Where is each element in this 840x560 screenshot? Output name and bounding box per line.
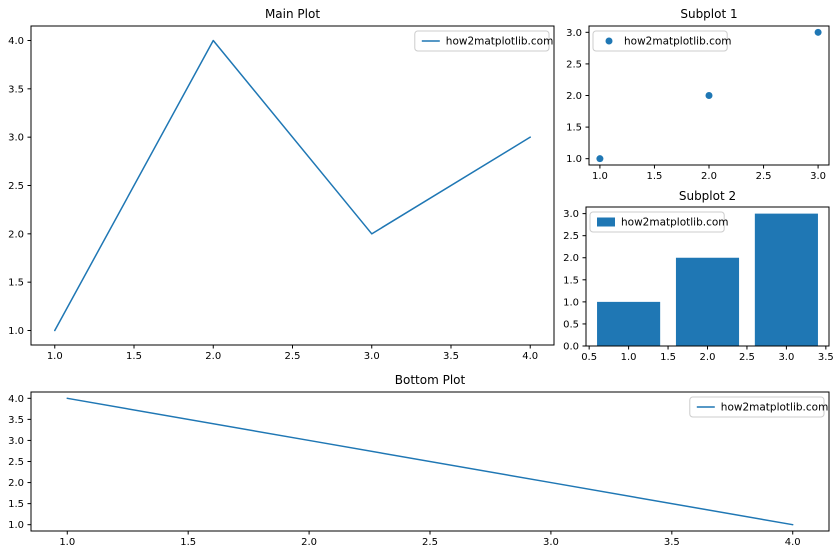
y-tick-label: 1.0: [8, 520, 24, 531]
y-tick-label: 4.0: [8, 36, 24, 47]
y-tick-label: 3.0: [8, 133, 24, 144]
main-plot-title: Main Plot: [264, 7, 321, 21]
y-tick-label: 2.5: [8, 181, 24, 192]
legend-rect-sample: [597, 217, 615, 227]
legend-box: [589, 211, 725, 233]
legend: how2matplotlib.com: [689, 396, 829, 418]
bottom-plot: 1.0 1.5 2.0 2.5 3.0 3.5 4.0 1.0 1.5 2.0 2.5 3.0 3.5 4…: [8, 391, 830, 548]
y-tick-label: 1.5: [566, 123, 582, 134]
y-tick-label: 1.5: [563, 275, 579, 286]
y-tick-label: 3.0: [563, 209, 579, 220]
y-tick-label: 2.5: [563, 231, 579, 242]
x-tick-label: 3.0: [543, 537, 559, 548]
scatter-point: [814, 28, 822, 36]
x-tick-label: 1.5: [180, 537, 196, 548]
y-tick-label: 2.0: [8, 229, 24, 240]
y-axis: 1.0 1.5 2.0 2.5 3.0 3.5 4.0: [8, 36, 31, 337]
x-tick-label: 3.0: [778, 352, 794, 363]
x-tick-label: 2.0: [701, 171, 717, 182]
y-tick-label: 2.0: [563, 253, 579, 264]
x-tick-label: 2.5: [422, 537, 438, 548]
y-tick-label: 4.0: [8, 394, 24, 405]
x-tick-label: 3.0: [364, 351, 380, 362]
bottom-plot-title: Bottom Plot: [394, 373, 466, 387]
x-tick-label: 1.5: [647, 171, 663, 182]
y-tick-label: 1.0: [566, 154, 582, 165]
legend-box: [592, 30, 728, 52]
subplot-1-title: Subplot 1: [680, 7, 738, 21]
x-axis: 1.0 1.5 2.0 2.5 3.0 3.5 4.0: [47, 345, 538, 362]
x-tick-label: 1.0: [592, 171, 608, 182]
legend: how2matplotlib.com: [414, 30, 554, 52]
x-tick-label: 2.0: [205, 351, 221, 362]
y-tick-label: 2.5: [566, 59, 582, 70]
axes-spines: [30, 25, 555, 346]
x-tick-label: 4.0: [785, 537, 801, 548]
bar: [597, 301, 661, 346]
legend-label: how2matplotlib.com: [621, 217, 729, 229]
x-axis: 1.0 1.5 2.0 2.5 3.0: [592, 165, 826, 182]
y-tick-label: 0.0: [563, 342, 579, 353]
legend-label: how2matplotlib.com: [721, 402, 829, 414]
y-tick-label: 3.5: [8, 415, 24, 426]
y-tick-label: 2.0: [8, 478, 24, 489]
x-tick-label: 2.0: [700, 352, 716, 363]
x-tick-label: 3.5: [443, 351, 459, 362]
series-line: [54, 39, 531, 332]
bar-series: [597, 213, 818, 346]
y-tick-label: 1.0: [563, 297, 579, 308]
x-tick-label: 2.5: [285, 351, 301, 362]
y-tick-label: 1.5: [8, 278, 24, 289]
scatter-point: [705, 92, 713, 99]
x-tick-label: 1.0: [59, 537, 75, 548]
legend-label: how2matplotlib.com: [624, 36, 732, 48]
y-tick-label: 2.5: [8, 457, 24, 468]
legend-label: how2matplotlib.com: [446, 36, 554, 48]
y-tick-label: 3.0: [8, 436, 24, 447]
y-tick-label: 2.0: [566, 91, 582, 102]
x-tick-label: 0.5: [581, 352, 597, 363]
subplot-1: 1.0 1.5 2.0 2.5 3.0 1.0 1.5 2.0 2.5 3.0 how2matplo…: [566, 25, 830, 182]
subplot-2: 0.5 1.0 1.5 2.0 2.5 3.0 3.50.00.51.01.52.02.53…: [563, 206, 834, 363]
y-axis: 1.0 1.5 2.0 2.5 3.0 3.5 4.0: [8, 394, 31, 531]
x-tick-label: 3.0: [810, 171, 826, 182]
x-tick-label: 4.0: [522, 351, 538, 362]
x-tick-label: 2.5: [756, 171, 772, 182]
y-axis: 0.0 0.5 1.0 1.5 2.0 2.5 3.0: [563, 209, 586, 353]
x-tick-label: 1.0: [47, 351, 63, 362]
y-tick-label: 3.0: [566, 28, 582, 39]
scatter-point: [596, 155, 604, 163]
scatter-series: [596, 28, 822, 163]
legend-box: [414, 30, 550, 52]
bar: [675, 257, 740, 346]
bar: [754, 213, 818, 346]
y-tick-label: 0.5: [563, 319, 579, 330]
x-tick-label: 3.5: [818, 352, 834, 363]
series-line: [66, 397, 794, 526]
x-tick-label: 1.5: [126, 351, 142, 362]
y-tick-label: 1.5: [8, 499, 24, 510]
legend: how2matplotlib.com: [592, 30, 732, 52]
x-tick-label: 1.0: [621, 352, 637, 363]
x-tick-label: 2.5: [739, 352, 755, 363]
main-plot: 1.0 1.5 2.0 2.5 3.0 3.5 4.0 1.0 1.5 2.0 2.5 3.0 3.5 4…: [8, 25, 555, 362]
subplot-2-title: Subplot 2: [678, 189, 737, 203]
x-axis: 1.0 1.5 2.0 2.5 3.0 3.5 4.0: [59, 531, 801, 548]
legend-dot-sample: [605, 37, 613, 45]
x-tick-label: 3.5: [664, 537, 680, 548]
x-axis: 0.5 1.0 1.5 2.0 2.5 3.0 3.5: [581, 346, 834, 363]
y-tick-label: 1.0: [8, 326, 24, 337]
legend-box: [689, 396, 825, 418]
y-tick-label: 3.5: [8, 84, 24, 95]
legend: how2matplotlib.com: [589, 211, 729, 233]
x-tick-label: 2.0: [301, 537, 317, 548]
x-tick-label: 1.5: [660, 352, 676, 363]
y-axis: 1.0 1.5 2.0 2.5 3.0: [566, 28, 589, 165]
